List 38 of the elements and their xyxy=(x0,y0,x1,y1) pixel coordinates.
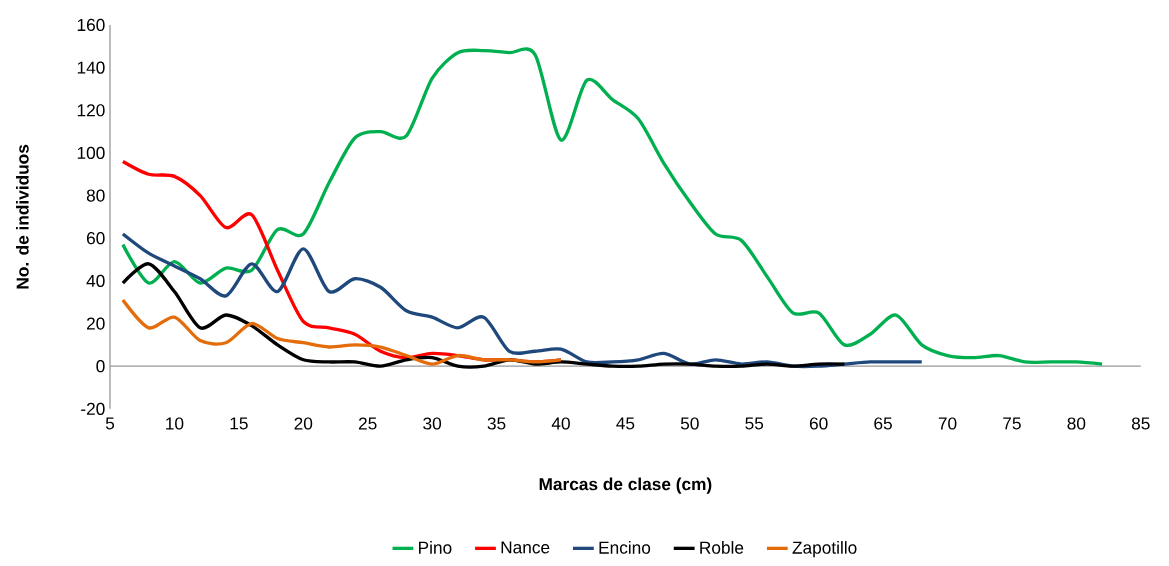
line-series xyxy=(121,232,924,369)
line-series xyxy=(121,47,1104,366)
x-tick-label: 65 xyxy=(874,417,892,430)
y-tick-label: 20 xyxy=(86,317,105,330)
x-axis-title: Marcas de clase (cm) xyxy=(539,477,712,494)
line-series xyxy=(121,298,563,366)
x-tick-label: 75 xyxy=(1003,417,1021,430)
y-tick-label: 120 xyxy=(77,104,105,117)
legend-label: Zapotillo xyxy=(792,540,857,558)
x-tick-label: 20 xyxy=(294,417,313,430)
legend-label: Pino xyxy=(419,540,452,554)
y-tick-label: 100 xyxy=(77,146,105,159)
y-tick-label: 60 xyxy=(86,231,105,245)
y-tick-label: 80 xyxy=(86,189,105,202)
legend-label: Encino xyxy=(599,540,651,554)
x-tick-label: 55 xyxy=(745,417,764,430)
legend-label: Nance xyxy=(501,541,550,554)
x-tick-label: 10 xyxy=(166,417,184,430)
x-tick-label: 50 xyxy=(680,417,699,430)
x-tick-label: 85 xyxy=(1131,417,1150,430)
x-tick-label: 40 xyxy=(551,417,570,430)
x-tick-label: 15 xyxy=(230,417,248,430)
x-tick-label: 30 xyxy=(423,417,442,430)
y-tick-label: 40 xyxy=(86,274,105,287)
y-tick-label: 0 xyxy=(96,359,105,373)
x-tick-label: 45 xyxy=(616,417,635,430)
y-tick-label: 140 xyxy=(77,61,105,74)
x-tick-label: 60 xyxy=(809,417,828,430)
x-tick-label: 25 xyxy=(358,417,377,430)
y-tick-label: -20 xyxy=(81,402,105,415)
y-tick-label: 160 xyxy=(77,18,105,31)
legend-label: Roble xyxy=(700,540,744,554)
x-tick-label: 35 xyxy=(487,417,506,430)
x-tick-label: 70 xyxy=(938,417,957,430)
x-tick-label: 80 xyxy=(1067,417,1086,430)
y-axis-title: No. de individuos xyxy=(16,144,29,289)
x-tick-label: 5 xyxy=(105,417,115,430)
line-series xyxy=(121,262,847,369)
